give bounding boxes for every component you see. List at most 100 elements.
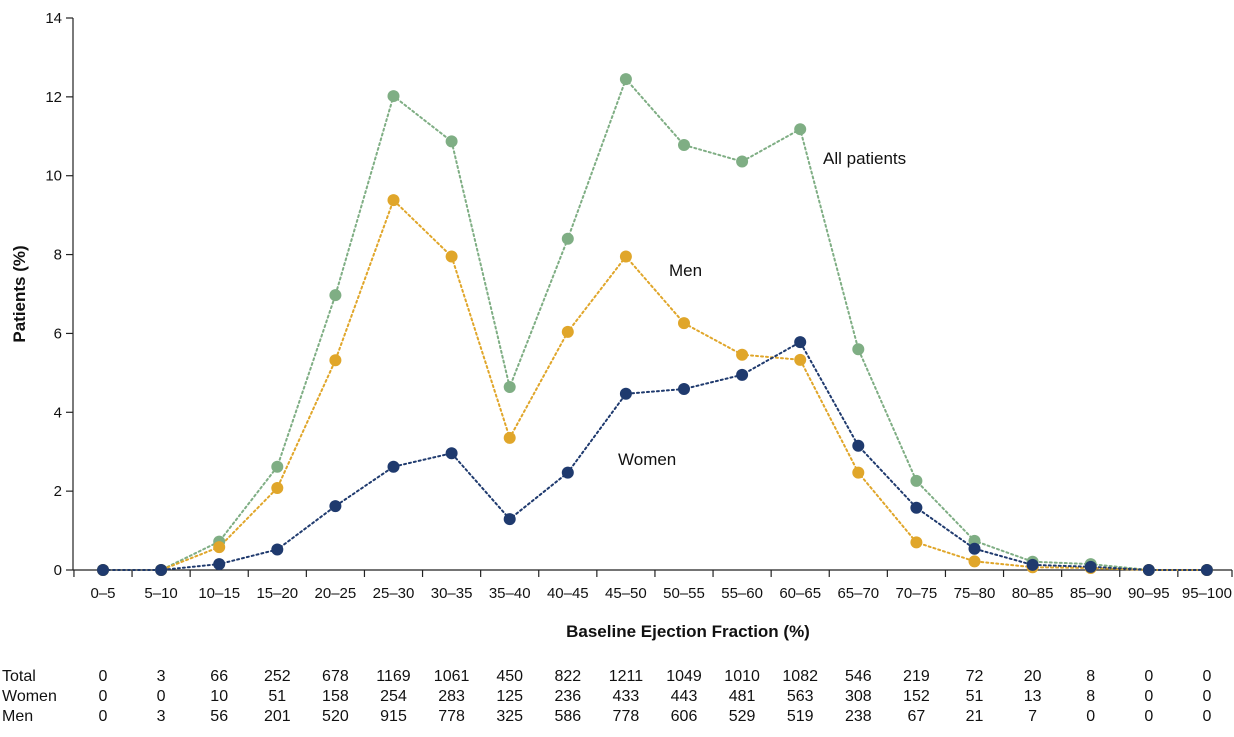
- table-cell: 66: [210, 668, 228, 685]
- x-tick-label: 75–80: [954, 585, 996, 602]
- table-cell: 678: [322, 668, 349, 685]
- data-point: [736, 155, 749, 168]
- data-point: [794, 353, 807, 366]
- table-cell: 563: [787, 688, 814, 705]
- data-point: [329, 354, 342, 367]
- series-label-women: Women: [618, 450, 676, 469]
- data-point: [910, 501, 923, 514]
- series-line: [102, 77, 1208, 571]
- data-point: [619, 250, 632, 263]
- y-tick-label: 0: [54, 562, 62, 579]
- x-tick-label: 50–55: [663, 585, 705, 602]
- x-tick-label: 65–70: [837, 585, 879, 602]
- data-point: [678, 383, 690, 396]
- data-point: [910, 536, 923, 549]
- data-point: [387, 90, 400, 103]
- y-tick-label: 8: [54, 247, 62, 264]
- table-cell: 1049: [666, 668, 702, 685]
- data-point: [561, 232, 574, 245]
- table-cell: 0: [1144, 688, 1153, 705]
- series-label-men: Men: [669, 261, 702, 280]
- y-tick-label: 10: [45, 168, 62, 185]
- table-cell: 1082: [782, 668, 818, 685]
- table-cell: 0: [99, 708, 108, 725]
- x-tick-label: 25–30: [373, 585, 415, 602]
- data-point: [1200, 564, 1213, 576]
- data-point: [97, 564, 109, 576]
- data-point: [445, 447, 458, 460]
- table-cell: 152: [903, 688, 930, 705]
- table-cell: 586: [554, 708, 581, 725]
- data-point: [1084, 560, 1097, 573]
- data-point: [736, 348, 749, 361]
- data-point: [271, 481, 284, 494]
- data-point: [271, 460, 284, 473]
- table-cell: 3: [157, 708, 166, 725]
- data-point: [387, 460, 400, 473]
- y-tick-label: 14: [45, 10, 62, 27]
- data-point: [794, 336, 807, 349]
- x-tick-label: 30–35: [431, 585, 473, 602]
- x-tick-label: 45–50: [605, 585, 647, 602]
- series-label-all-patients: All patients: [823, 149, 906, 168]
- data-point: [968, 555, 981, 568]
- series-layer: [97, 73, 1213, 576]
- table-row-label: Women: [2, 688, 57, 705]
- table-cell: 822: [554, 668, 581, 685]
- table-cell: 56: [210, 708, 228, 725]
- table-cell: 481: [729, 688, 756, 705]
- x-tick-label: 70–75: [896, 585, 938, 602]
- table-cell: 3: [157, 668, 166, 685]
- table-cell: 0: [1202, 708, 1211, 725]
- x-tick-label: 40–45: [547, 585, 589, 602]
- table-cell: 433: [613, 688, 640, 705]
- data-point: [910, 474, 923, 487]
- table-cell: 252: [264, 668, 291, 685]
- table-cell: 0: [99, 688, 108, 705]
- table-cell: 778: [438, 708, 465, 725]
- data-point: [271, 543, 284, 556]
- x-tick-label: 10–15: [198, 585, 240, 602]
- data-point: [561, 325, 574, 338]
- table-cell: 308: [845, 688, 872, 705]
- data-point: [852, 343, 865, 356]
- data-point: [329, 500, 342, 513]
- data-point: [678, 138, 690, 151]
- data-point: [678, 317, 690, 330]
- table-cell: 21: [966, 708, 984, 725]
- table-cell: 529: [729, 708, 756, 725]
- table-cell: 0: [1086, 708, 1095, 725]
- data-point: [1142, 564, 1155, 576]
- data-point: [155, 564, 168, 576]
- table-cell: 7: [1028, 708, 1037, 725]
- table-cell: 546: [845, 668, 872, 685]
- x-tick-label: 90–95: [1128, 585, 1170, 602]
- y-tick-label: 4: [54, 404, 62, 421]
- data-point: [1026, 558, 1039, 571]
- x-tick-label: 0–5: [90, 585, 115, 602]
- series-line: [102, 198, 1208, 571]
- table-cell: 254: [380, 688, 407, 705]
- data-point: [794, 123, 807, 136]
- table-cell: 201: [264, 708, 291, 725]
- x-tick-label: 85–90: [1070, 585, 1112, 602]
- table-row-label: Men: [2, 708, 33, 725]
- table-cell: 1061: [434, 668, 470, 685]
- table-cell: 0: [157, 688, 166, 705]
- series-line: [102, 340, 1208, 571]
- table-cell: 51: [268, 688, 286, 705]
- data-point: [852, 466, 865, 479]
- table-cell: 606: [671, 708, 698, 725]
- x-tick-label: 20–25: [315, 585, 357, 602]
- table-cell: 778: [613, 708, 640, 725]
- table-cell: 20: [1024, 668, 1042, 685]
- data-point: [329, 289, 342, 302]
- table-cell: 325: [496, 708, 523, 725]
- table-cell: 51: [966, 688, 984, 705]
- data-point: [852, 439, 865, 452]
- data-point: [387, 194, 400, 207]
- data-point: [736, 368, 749, 381]
- table-cell: 443: [671, 688, 698, 705]
- table-cell: 0: [1144, 708, 1153, 725]
